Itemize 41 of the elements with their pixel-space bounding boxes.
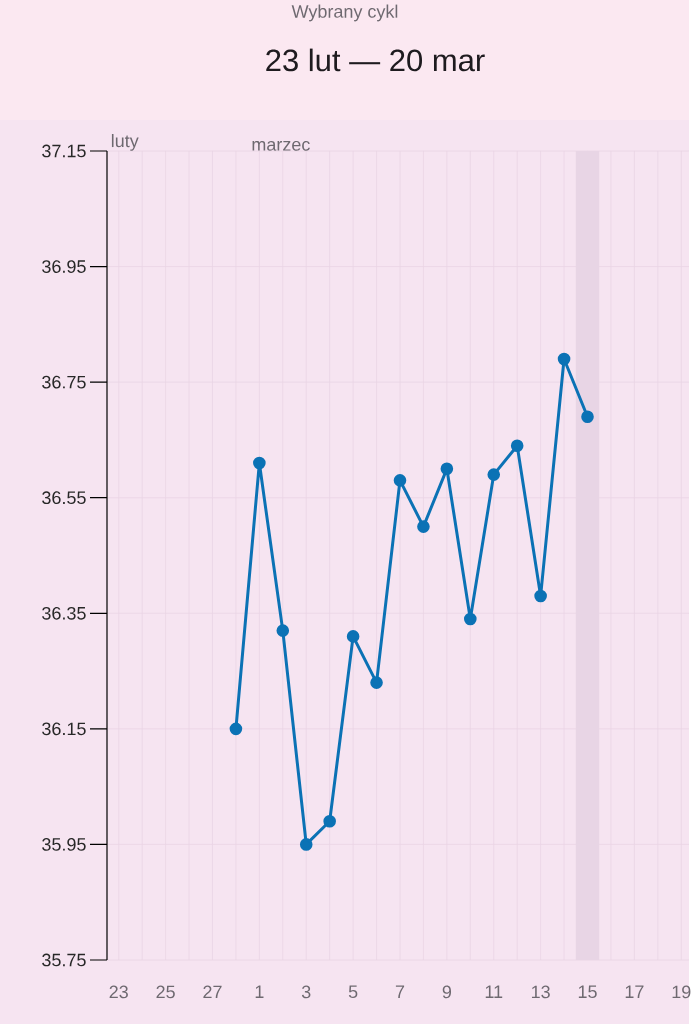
point — [276, 624, 290, 637]
point — [300, 838, 313, 851]
point — [347, 630, 360, 643]
x-tick-label: 23 — [109, 985, 129, 999]
text: marzec — [252, 140, 311, 151]
x-tick-label: 1 — [255, 985, 264, 998]
point — [370, 676, 384, 689]
y-tick-label: 36.55 — [42, 491, 86, 505]
point — [534, 589, 548, 603]
point — [323, 815, 337, 828]
point — [557, 352, 571, 366]
x-tick-label: 27 — [203, 985, 222, 999]
point — [229, 722, 243, 736]
chart-title: 23 lut — 20 mar — [266, 48, 485, 72]
point — [511, 439, 524, 452]
point — [440, 462, 454, 476]
chart-subtitle: Wybrany cykl — [291, 4, 398, 22]
x-tick-label: 7 — [396, 985, 405, 998]
y-tick-label: 37.15 — [42, 144, 86, 158]
x-tick-label: 5 — [349, 985, 358, 999]
text: luty — [112, 134, 139, 151]
point — [393, 474, 407, 487]
y-tick-label: 36.35 — [42, 606, 86, 620]
y-tick-label: 35.75 — [42, 953, 86, 967]
y-tick-label: 36.75 — [42, 375, 86, 389]
x-tick-label: 9 — [442, 985, 452, 999]
x-tick-label: 25 — [156, 985, 176, 999]
x-tick-label: 15 — [579, 985, 597, 999]
point — [253, 456, 266, 470]
y-tick-label: 35.95 — [42, 838, 86, 851]
point — [581, 410, 595, 424]
y-tick-label: 36.95 — [42, 260, 86, 273]
point — [417, 520, 430, 533]
point — [464, 612, 477, 626]
x-tick-label: 3 — [302, 985, 311, 999]
point — [487, 468, 501, 481]
x-tick-label: 17 — [625, 985, 644, 998]
y-tick-label: 36.15 — [42, 722, 86, 736]
x-tick-label: 11 — [485, 985, 503, 998]
x-tick-label: 19 — [672, 985, 691, 999]
x-tick-label: 13 — [532, 985, 551, 999]
